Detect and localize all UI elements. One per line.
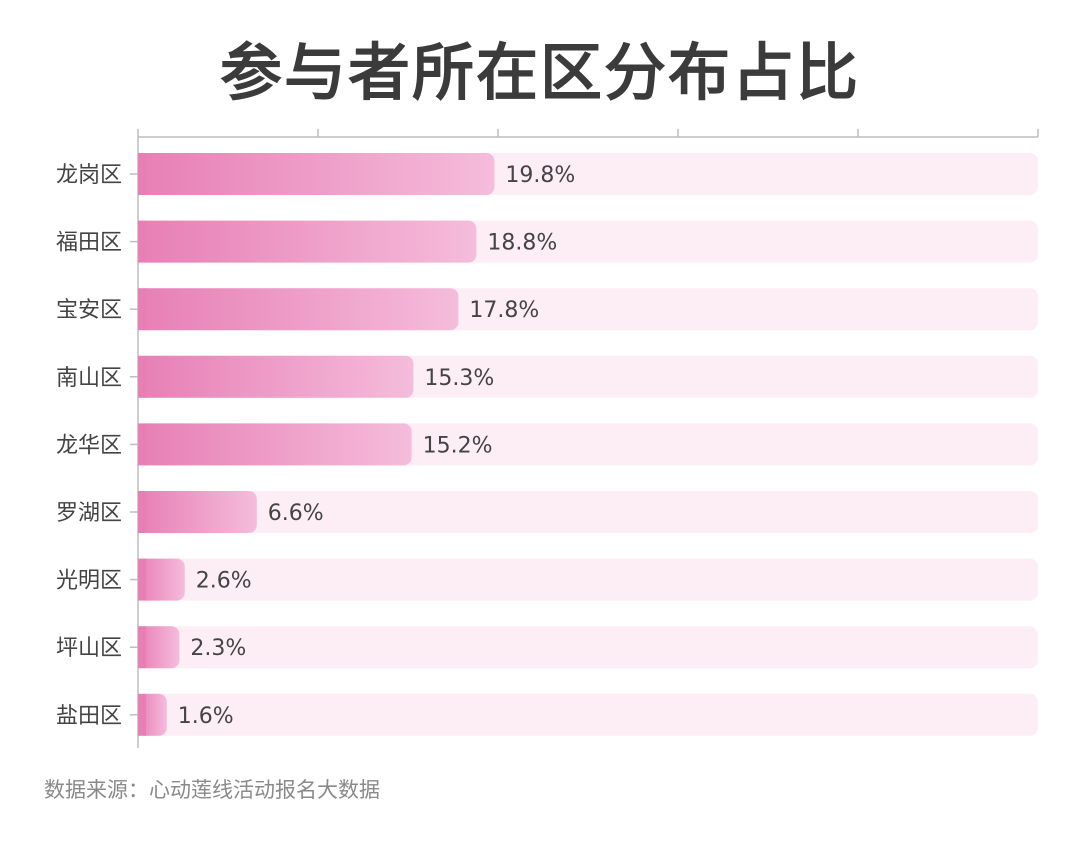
bar-row: 罗湖区 6.6%	[56, 491, 1038, 533]
bar-left-edge	[138, 153, 146, 195]
bar-track	[138, 558, 1038, 601]
value-label: 15.3%	[424, 366, 494, 391]
category-label: 龙岗区	[56, 163, 122, 188]
bar-row: 宝安区 17.8%	[56, 288, 1038, 331]
source-note: 数据来源：心动莲线活动报名大数据	[44, 778, 380, 802]
value-label: 15.2%	[423, 433, 493, 458]
bar-row: 光明区 2.6%	[56, 558, 1038, 601]
bar-left-edge	[138, 693, 146, 736]
bar-left-edge	[138, 491, 146, 533]
category-label: 南山区	[56, 366, 122, 391]
bar-left-edge	[138, 626, 146, 669]
bar-row: 福田区 18.8%	[56, 220, 1038, 263]
category-label: 宝安区	[56, 298, 122, 323]
bar-row: 坪山区 2.3%	[56, 626, 1038, 669]
bar-row: 龙华区 15.2%	[56, 423, 1038, 466]
bar-track	[138, 626, 1038, 669]
category-label: 光明区	[56, 569, 122, 594]
bar-track	[138, 693, 1038, 736]
bar-row: 龙岗区 19.8%	[56, 153, 1038, 195]
bars: 龙岗区 19.8% 福田区 18.8% 宝安区 17.8% 南山区 15.3% 龙华区 15.2%…	[56, 153, 1038, 736]
value-label: 17.8%	[469, 298, 539, 323]
bar	[138, 220, 477, 263]
category-label: 盐田区	[56, 704, 122, 729]
bar	[138, 288, 459, 331]
bar-left-edge	[138, 220, 146, 263]
category-label: 龙华区	[56, 433, 122, 458]
value-label: 18.8%	[487, 231, 557, 256]
value-label: 2.3%	[190, 636, 246, 661]
bar-row: 南山区 15.3%	[56, 355, 1038, 398]
bar-left-edge	[138, 355, 146, 398]
value-label: 1.6%	[178, 704, 234, 729]
value-label: 2.6%	[196, 569, 252, 594]
category-label: 福田区	[56, 231, 122, 256]
bar	[138, 626, 180, 669]
bar	[138, 355, 414, 398]
value-label: 19.8%	[505, 163, 575, 188]
bar	[138, 558, 185, 601]
value-label: 6.6%	[268, 501, 324, 526]
bar-track	[138, 491, 1038, 533]
category-label: 罗湖区	[56, 501, 122, 526]
bar	[138, 423, 412, 466]
category-label: 坪山区	[56, 636, 122, 661]
bar-row: 盐田区 1.6%	[56, 693, 1038, 736]
chart-title: 参与者所在区分布占比	[219, 36, 860, 109]
bar	[138, 153, 495, 195]
bar-left-edge	[138, 288, 146, 331]
bar-left-edge	[138, 558, 146, 601]
bar	[138, 491, 257, 533]
bar-left-edge	[138, 423, 146, 466]
